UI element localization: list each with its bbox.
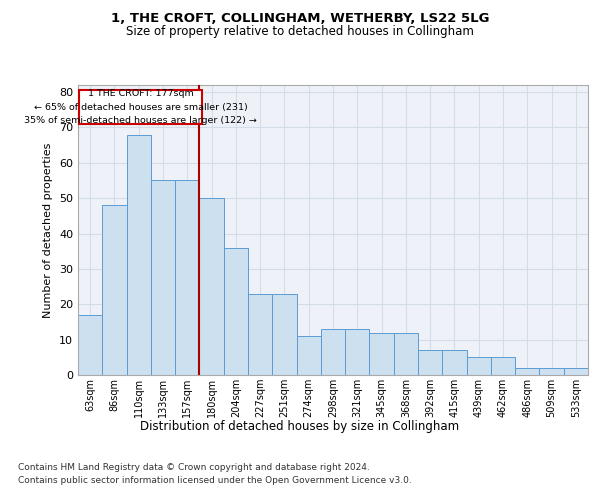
Bar <box>224 248 248 375</box>
Text: 1, THE CROFT, COLLINGHAM, WETHERBY, LS22 5LG: 1, THE CROFT, COLLINGHAM, WETHERBY, LS22… <box>111 12 489 26</box>
Bar <box>370 332 394 375</box>
Bar <box>394 332 418 375</box>
Bar <box>296 336 321 375</box>
Text: Contains HM Land Registry data © Crown copyright and database right 2024.: Contains HM Land Registry data © Crown c… <box>18 462 370 471</box>
Bar <box>127 134 151 375</box>
Text: Size of property relative to detached houses in Collingham: Size of property relative to detached ho… <box>126 25 474 38</box>
Bar <box>79 90 202 124</box>
Bar <box>564 368 588 375</box>
Bar <box>199 198 224 375</box>
Bar <box>175 180 199 375</box>
Bar <box>345 329 370 375</box>
Text: 1 THE CROFT: 177sqm
← 65% of detached houses are smaller (231)
35% of semi-detac: 1 THE CROFT: 177sqm ← 65% of detached ho… <box>24 90 257 125</box>
Bar <box>272 294 296 375</box>
Bar <box>248 294 272 375</box>
Bar <box>102 205 127 375</box>
Bar <box>539 368 564 375</box>
Bar <box>515 368 539 375</box>
Text: Distribution of detached houses by size in Collingham: Distribution of detached houses by size … <box>140 420 460 433</box>
Bar <box>321 329 345 375</box>
Bar <box>151 180 175 375</box>
Bar <box>467 358 491 375</box>
Bar <box>491 358 515 375</box>
Bar <box>442 350 467 375</box>
Y-axis label: Number of detached properties: Number of detached properties <box>43 142 53 318</box>
Text: Contains public sector information licensed under the Open Government Licence v3: Contains public sector information licen… <box>18 476 412 485</box>
Bar <box>418 350 442 375</box>
Bar <box>78 315 102 375</box>
